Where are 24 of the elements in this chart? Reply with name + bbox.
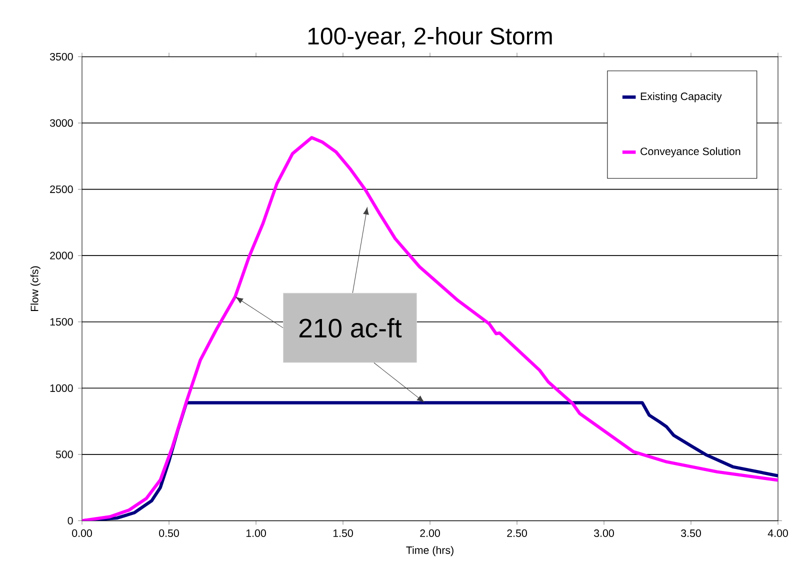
- x-tick-label: 2.00: [420, 529, 440, 537]
- x-tick-label: 3.50: [681, 529, 701, 537]
- y-tick-label: 500: [56, 450, 73, 458]
- x-tick-label: 1.00: [246, 529, 266, 537]
- x-tick-label: 0.50: [159, 529, 179, 537]
- y-tick-label: 0: [68, 516, 73, 524]
- x-tick-label: 3.00: [594, 529, 614, 537]
- annotation: 210 ac-ft: [299, 318, 402, 338]
- y-tick-label: 3000: [50, 119, 73, 127]
- y-tick-label: 2000: [50, 252, 73, 260]
- x-tick-label: 4.00: [768, 529, 788, 537]
- x-tick-label: 2.50: [507, 529, 527, 537]
- x-axis-title: Time (hrs): [406, 546, 454, 556]
- y-tick-label: 1500: [50, 318, 73, 326]
- line-series: [82, 136, 778, 521]
- chart-title: 100-year, 2-hour Storm: [308, 26, 552, 50]
- x-tick-label: 0.00: [72, 529, 92, 537]
- y-tick-label: 2500: [50, 186, 73, 194]
- y-tick-label: 1000: [50, 384, 73, 392]
- y-axis-title: Flow (cfs): [30, 266, 40, 311]
- x-tick-label: 1.50: [333, 529, 353, 537]
- legend-label: Conveyance Solution: [640, 147, 740, 158]
- legend-label: Existing Capacity: [640, 92, 722, 102]
- y-tick-label: 3500: [50, 52, 73, 61]
